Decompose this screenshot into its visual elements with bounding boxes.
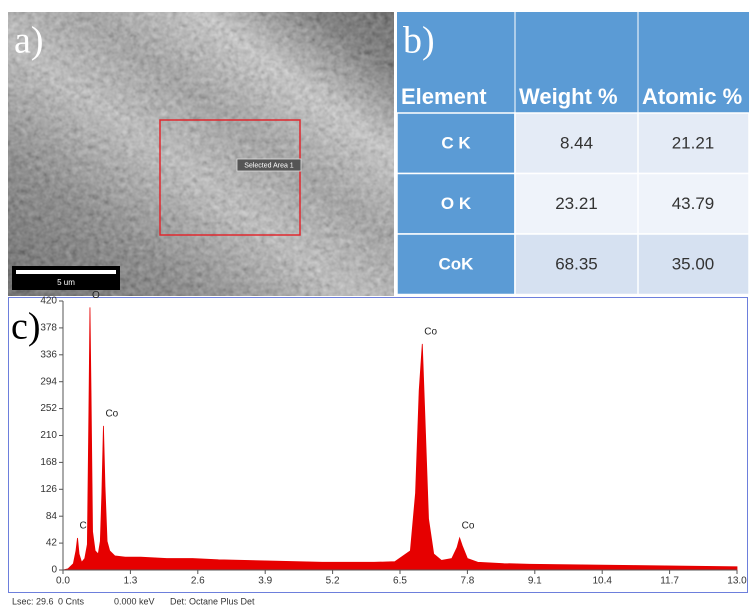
element-name: CoK	[439, 255, 475, 274]
y-tick-label: 42	[46, 538, 58, 549]
page: {"sem": {"label": "a)", "scale_bar": "5 …	[0, 0, 749, 611]
panel-label: b)	[403, 20, 435, 62]
selection-label: Selected Area 1	[244, 162, 294, 169]
cell-value: 8.44	[560, 134, 593, 153]
x-tick-label: 6.5	[393, 576, 407, 587]
y-tick-label: 168	[40, 457, 57, 468]
scale-bar-label: 5 um	[57, 278, 75, 287]
y-tick-label: 84	[46, 511, 58, 522]
peak-label: O	[92, 290, 100, 301]
y-tick-label: 420	[40, 296, 57, 307]
cell-value: 68.35	[555, 255, 598, 274]
column-header: Atomic %	[642, 84, 742, 109]
status-text: 0.000 keV	[114, 596, 155, 606]
y-tick-label: 252	[40, 403, 57, 414]
x-tick-label: 10.4	[592, 576, 612, 587]
figure: Selected Area 1 5 um a) b) Element Weight …	[0, 0, 749, 611]
panel-label: c)	[11, 306, 41, 348]
peak-label: Co	[462, 521, 475, 532]
status-text: 0 Cnts	[58, 596, 85, 606]
status-text: Det: Octane Plus Det	[170, 596, 255, 606]
y-tick-label: 336	[40, 349, 57, 360]
cell-value: 35.00	[672, 255, 715, 274]
cell-value: 21.21	[672, 134, 715, 153]
x-tick-label: 7.8	[460, 576, 474, 587]
x-tick-label: 9.1	[528, 576, 542, 587]
y-tick-label: 294	[40, 376, 57, 387]
status-text: Lsec: 29.6	[12, 596, 54, 606]
peak-label: Co	[105, 409, 118, 420]
element-name: C K	[441, 134, 471, 153]
scale-bar	[16, 270, 116, 274]
y-tick-label: 378	[40, 323, 57, 334]
y-tick-label: 210	[40, 430, 57, 441]
column-header: Element	[401, 84, 487, 109]
x-tick-label: 2.6	[191, 576, 205, 587]
chart-frame	[9, 298, 748, 593]
x-tick-label: 5.2	[326, 576, 340, 587]
x-tick-label: 0.0	[56, 576, 70, 587]
x-tick-label: 13.0	[727, 576, 747, 587]
cell-value: 43.79	[672, 194, 715, 213]
x-tick-label: 1.3	[123, 576, 137, 587]
x-tick-label: 11.7	[660, 576, 679, 587]
table: b) Element Weight % Atomic % C K 8.44 21.21 O K…	[397, 12, 749, 295]
sem-image	[8, 12, 394, 296]
panel-label: a)	[14, 20, 44, 62]
column-header: Weight %	[519, 84, 618, 109]
x-tick-label: 3.9	[258, 576, 272, 587]
element-name: O K	[441, 194, 472, 213]
y-tick-label: 126	[40, 484, 57, 495]
peak-label: Co	[424, 327, 437, 338]
y-tick-label: 0	[51, 565, 57, 576]
peak-label: C	[80, 521, 87, 532]
cell-value: 23.21	[555, 194, 598, 213]
